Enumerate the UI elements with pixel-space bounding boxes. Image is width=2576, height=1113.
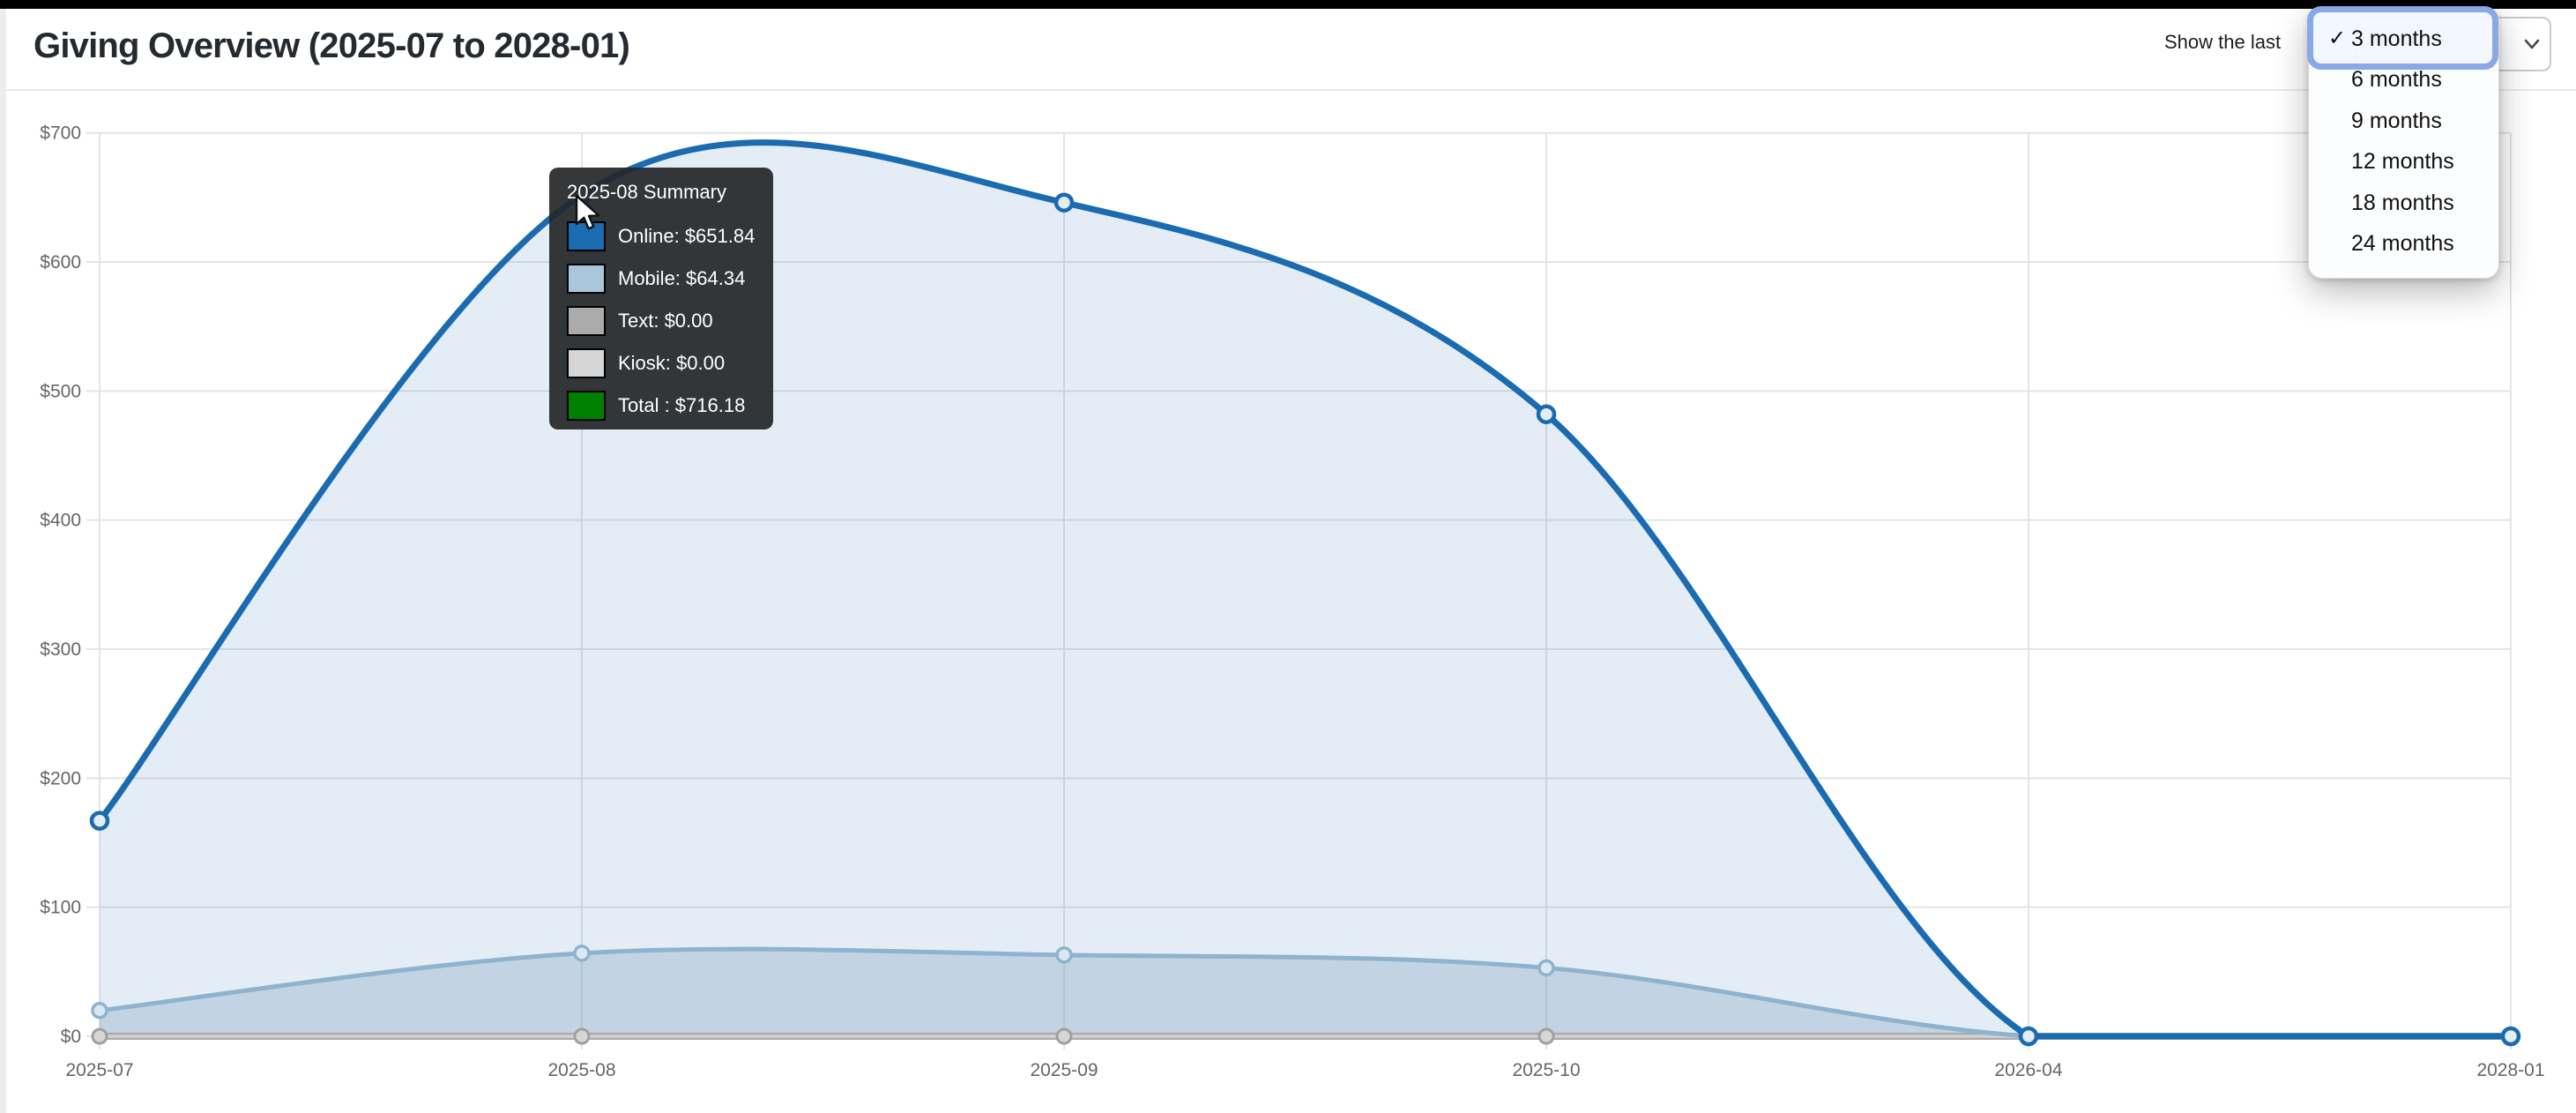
chevron-down-icon [2524,39,2540,49]
option-3-months[interactable]: ✓ 3 months [2328,26,2442,51]
svg-text:$200: $200 [40,768,81,788]
tooltip-row-mobile: Mobile: $64.34 [567,258,756,300]
tooltip-row-text: Text: $0.00 [567,300,756,342]
tooltip-row-online: Online: $651.84 [567,215,756,258]
svg-text:$0: $0 [61,1027,81,1047]
option-6-months[interactable]: 6 months [2351,67,2442,93]
top-black-bar [0,0,2576,9]
svg-text:2025-09: 2025-09 [1030,1060,1098,1080]
total-swatch [567,391,606,421]
svg-text:$500: $500 [40,381,81,401]
svg-text:2025-10: 2025-10 [1512,1060,1580,1080]
chart-tooltip: 2025-08 Summary Online: $651.84 Mobile: … [549,168,773,430]
svg-text:$700: $700 [40,123,81,144]
tooltip-row-kiosk: Kiosk: $0.00 [567,342,756,385]
option-9-months[interactable]: 9 months [2351,108,2442,133]
option-18-months[interactable]: 18 months [2351,190,2454,215]
svg-text:2028-01: 2028-01 [2476,1060,2544,1080]
page-title: Giving Overview (2025-07 to 2028-01) [34,26,630,65]
checkmark-icon: ✓ [2328,26,2347,50]
svg-text:2025-08: 2025-08 [547,1060,615,1080]
left-edge-strip [0,9,6,1113]
mobile-swatch [567,264,606,294]
svg-text:2025-07: 2025-07 [65,1060,133,1080]
svg-text:$600: $600 [40,252,81,273]
svg-text:$100: $100 [40,898,81,918]
tooltip-row-total: Total : $716.18 [567,385,756,427]
svg-text:$400: $400 [40,511,81,531]
svg-text:$300: $300 [40,639,81,660]
text-swatch [567,306,606,336]
option-24-months[interactable]: 24 months [2351,231,2454,257]
tooltip-title: 2025-08 Summary [567,181,726,203]
header-divider [6,89,2576,91]
kiosk-swatch [567,348,606,378]
online-swatch [567,221,606,251]
option-12-months[interactable]: 12 months [2351,149,2454,175]
svg-text:2026-04: 2026-04 [1994,1060,2062,1080]
dropdown-options: ✓ 3 months 6 months 9 months 12 months 1… [2309,19,2498,265]
filter-label: Show the last [2164,31,2282,53]
months-dropdown-menu: ✓ 3 months 6 months 9 months 12 months 1… [2307,6,2499,279]
